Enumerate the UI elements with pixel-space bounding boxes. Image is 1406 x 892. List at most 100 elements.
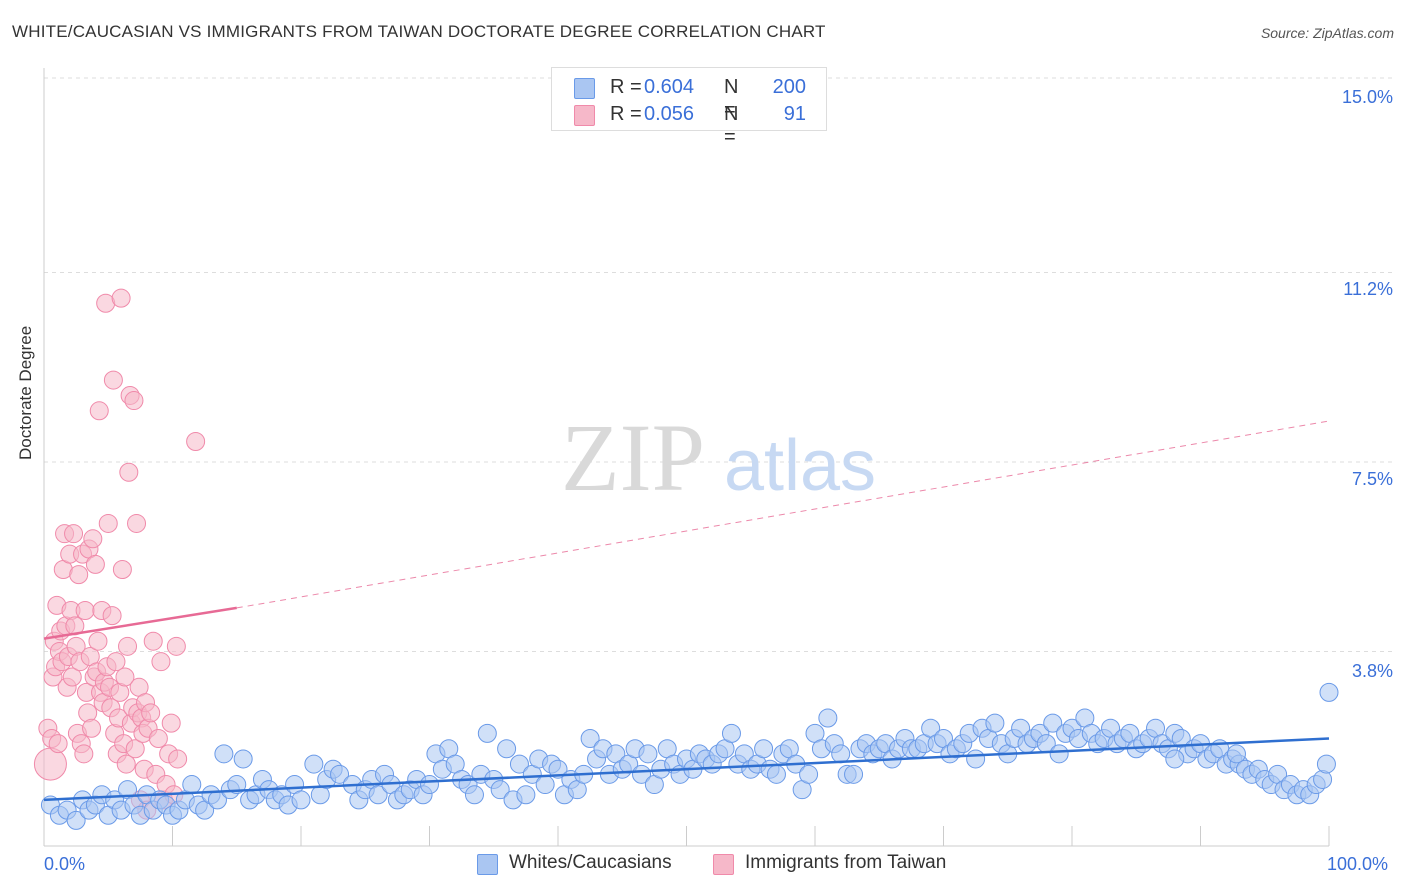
white-point xyxy=(799,764,819,784)
white-point xyxy=(766,764,786,784)
legend-r-label: R = xyxy=(610,103,642,125)
grid-lines xyxy=(43,68,1392,847)
taiwan-point xyxy=(64,524,84,544)
taiwan-point xyxy=(116,754,136,774)
white-point xyxy=(516,785,536,805)
taiwan-trend-extension xyxy=(236,420,1330,609)
taiwan-point xyxy=(125,739,145,759)
white-point xyxy=(464,785,484,805)
taiwan-point xyxy=(74,744,94,764)
taiwan-point xyxy=(88,631,108,651)
watermark-zip: ZIP xyxy=(561,404,705,511)
white-point xyxy=(844,764,864,784)
white-point xyxy=(1226,744,1246,764)
taiwan-point xyxy=(151,652,171,672)
source-label: Source: ZipAtlas.com xyxy=(1260,25,1394,41)
taiwan-point xyxy=(83,529,103,549)
taiwan-point xyxy=(118,636,138,656)
white-point xyxy=(1165,749,1185,769)
taiwan-point xyxy=(103,370,123,390)
bottom-legend-label-white: Whites/Caucasians xyxy=(509,852,672,873)
taiwan-point xyxy=(143,631,163,651)
white-point xyxy=(632,764,652,784)
taiwan-trend-line xyxy=(43,606,237,640)
taiwan-point xyxy=(119,462,139,482)
legend-swatch-white xyxy=(574,78,595,99)
white-point xyxy=(227,775,247,795)
y-axis-label: Doctorate Degree xyxy=(16,325,35,460)
x-tick-label: 0.0% xyxy=(44,854,86,874)
taiwan-point xyxy=(75,600,95,620)
legend-r-label: R = xyxy=(610,76,642,98)
legend-r-value: 0.056 xyxy=(644,103,695,125)
white-point xyxy=(548,759,568,779)
white-point xyxy=(831,744,851,764)
taiwan-point xyxy=(85,554,105,574)
white-point xyxy=(638,744,658,764)
watermark: ZIP atlas xyxy=(561,404,876,511)
taiwan-point xyxy=(168,749,188,769)
white-point xyxy=(330,764,350,784)
y-tick-label: 7.5% xyxy=(1351,469,1393,489)
white-point xyxy=(985,713,1005,733)
taiwan-point xyxy=(111,288,131,308)
taiwan-point xyxy=(82,718,102,738)
taiwan-point xyxy=(166,636,186,656)
white-point xyxy=(818,708,838,728)
taiwan-point xyxy=(124,391,144,411)
white-point xyxy=(1319,682,1339,702)
taiwan-point xyxy=(115,667,135,687)
taiwan-point xyxy=(161,713,181,733)
legend-n-value: 200 xyxy=(772,76,806,98)
white-point xyxy=(182,775,202,795)
legend-n-label: N = xyxy=(724,76,739,121)
white-point xyxy=(304,754,324,774)
taiwan-point xyxy=(112,560,132,580)
taiwan-point xyxy=(186,432,206,452)
watermark-atlas: atlas xyxy=(724,426,876,506)
taiwan-point xyxy=(33,747,67,781)
y-tick-label: 11.2% xyxy=(1343,279,1393,299)
white-point xyxy=(535,775,555,795)
white-point xyxy=(509,754,529,774)
taiwan-point xyxy=(89,401,109,421)
bottom-legend-swatch-white xyxy=(477,854,498,875)
white-point xyxy=(233,749,253,769)
x-tick-label: 100.0% xyxy=(1327,854,1389,874)
taiwan-point xyxy=(98,513,118,533)
series-taiwan-points xyxy=(33,288,206,820)
taiwan-point xyxy=(102,606,122,626)
legend-n-value: 91 xyxy=(783,103,806,125)
white-point xyxy=(420,775,439,795)
taiwan-point xyxy=(106,652,126,672)
taiwan-point xyxy=(148,728,168,748)
taiwan-point xyxy=(127,513,147,533)
white-point xyxy=(1316,754,1336,774)
legend-r-value: 0.604 xyxy=(644,76,695,98)
series-white-points xyxy=(40,682,1339,830)
trend-lines xyxy=(43,420,1330,802)
y-tick-label: 15.0% xyxy=(1341,87,1393,107)
white-point xyxy=(754,739,774,759)
white-point xyxy=(721,723,741,743)
taiwan-point xyxy=(48,734,68,754)
legend: R = 0.604 N = 200 R = 0.056 N = 91 xyxy=(551,67,827,148)
bottom-legend-swatch-taiwan xyxy=(713,854,734,875)
white-point xyxy=(966,749,986,769)
legend-swatch-taiwan xyxy=(574,105,595,126)
chart-title: WHITE/CAUCASIAN VS IMMIGRANTS FROM TAIWA… xyxy=(12,22,826,41)
white-trend-line xyxy=(43,737,1330,802)
taiwan-point xyxy=(62,667,82,687)
white-point xyxy=(477,723,497,743)
white-point xyxy=(497,739,517,759)
white-point xyxy=(1043,713,1063,733)
white-point xyxy=(291,790,311,810)
taiwan-point xyxy=(69,565,89,585)
y-tick-label: 3.8% xyxy=(1351,661,1393,681)
white-point xyxy=(66,810,86,830)
legend-n-label: N = xyxy=(724,103,739,148)
white-point xyxy=(1049,744,1069,764)
white-point xyxy=(580,728,600,748)
white-point xyxy=(214,744,234,764)
